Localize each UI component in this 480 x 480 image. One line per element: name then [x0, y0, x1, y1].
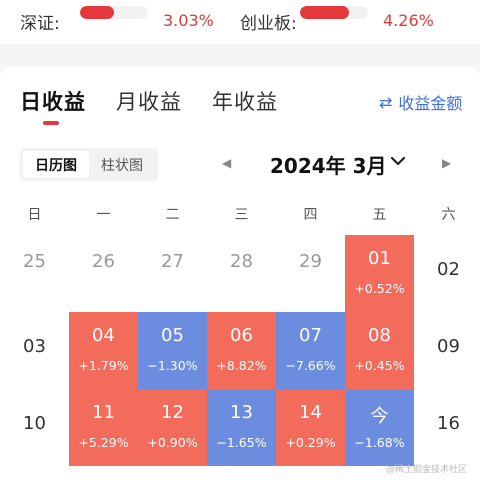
calendar-day-return: +0.29% [285, 435, 336, 450]
weekday-label: 五 [372, 207, 387, 223]
weekday-label: 日 [27, 207, 42, 223]
calendar-day-return: −1.68% [354, 435, 405, 450]
calendar-day-return: +0.90% [147, 435, 198, 450]
calendar-day-number: 14 [299, 402, 322, 423]
calendar-day-cell[interactable]: 02 [414, 235, 480, 312]
calendar-day-return: −1.30% [147, 358, 198, 373]
calendar-day-cell[interactable]: 27 [138, 235, 207, 312]
tab-monthly[interactable]: 月收益 [116, 90, 182, 114]
amount-toggle-label: 收益金额 [398, 94, 463, 113]
calendar-day-cell[interactable]: 06 +8.82% [207, 312, 276, 389]
calendar-day-return: +5.29% [78, 435, 129, 450]
calendar-day-number: 06 [230, 325, 253, 346]
calendar-day-cell[interactable]: 25 [0, 235, 69, 312]
calendar-day-number: 29 [299, 251, 322, 272]
calendar-day-cell[interactable]: 05 −1.30% [138, 312, 207, 389]
next-month-icon[interactable]: ▶ [442, 156, 452, 170]
calendar-day-return: −1.65% [216, 435, 267, 450]
watermark: @稀土掘金技术社区 [386, 465, 468, 475]
tab-daily[interactable]: 日收益 [20, 90, 86, 114]
index-progress-track [80, 6, 148, 19]
calendar-day-return: +1.79% [78, 358, 129, 373]
calendar-day-number: 26 [92, 251, 115, 272]
index-progress-fill [300, 6, 349, 19]
calendar-day-return: −7.66% [285, 358, 336, 373]
earnings-card: 日收益 月收益 年收益 ⇄ 收益金额 日历图 柱状图 ◀ 2024年 3月 ▶ … [0, 66, 480, 480]
index-value: 4.26% [383, 11, 434, 30]
calendar-day-cell[interactable]: 26 [69, 235, 138, 312]
amount-toggle-button[interactable]: ⇄ 收益金额 [379, 90, 462, 114]
swap-icon: ⇄ [379, 92, 393, 112]
chevron-down-icon[interactable] [389, 152, 407, 170]
index-label: 深证: [20, 13, 60, 34]
calendar-day-number: 11 [92, 402, 115, 423]
month-title[interactable]: 2024年 3月 [270, 154, 387, 178]
weekday-label: 六 [441, 207, 456, 223]
calendar-day-number: 10 [23, 413, 46, 434]
calendar-day-number: 04 [92, 325, 115, 346]
calendar-day-cell[interactable]: 14 +0.29% [276, 389, 345, 466]
index-value: 3.03% [163, 11, 214, 30]
calendar-day-cell[interactable]: 13 −1.65% [207, 389, 276, 466]
view-toggle: 日历图 柱状图 [20, 148, 158, 181]
weekday-label: 一 [96, 207, 111, 223]
calendar-day-number: 07 [299, 325, 322, 346]
calendar-day-number: 16 [437, 413, 460, 434]
weekday-label: 四 [303, 207, 318, 223]
weekday-label: 三 [234, 207, 249, 223]
index-shenzhen: 深证: [20, 9, 60, 34]
calendar-day-cell[interactable]: 01 +0.52% [345, 235, 414, 312]
calendar-day-cell[interactable]: 16 [414, 389, 480, 466]
calendar-day-number: 28 [230, 251, 253, 272]
calendar-day-cell[interactable]: 08 +0.45% [345, 312, 414, 389]
index-bar: 深证: 3.03% 创业板: 4.26% [0, 0, 480, 44]
calendar-day-number: 03 [23, 336, 46, 357]
calendar-day-number: 12 [161, 402, 184, 423]
calendar-day-number: 09 [437, 336, 460, 357]
index-chinext: 创业板: [240, 9, 297, 34]
calendar-day-cell[interactable]: 28 [207, 235, 276, 312]
calendar-day-cell[interactable]: 12 +0.90% [138, 389, 207, 466]
calendar-day-number: 01 [368, 248, 391, 269]
calendar-day-return: +0.45% [354, 358, 405, 373]
calendar-day-number: 05 [161, 325, 184, 346]
index-progress-track [300, 6, 368, 19]
calendar-day-number: 25 [23, 251, 46, 272]
index-label: 创业板: [240, 13, 297, 34]
calendar-day-cell[interactable]: 09 [414, 312, 480, 389]
prev-month-icon[interactable]: ◀ [222, 156, 232, 170]
calendar-day-cell[interactable]: 10 [0, 389, 69, 466]
calendar-day-number: 今 [370, 406, 389, 427]
calendar-day-cell[interactable]: 04 +1.79% [69, 312, 138, 389]
view-calendar-option[interactable]: 日历图 [23, 151, 89, 178]
calendar-day-cell[interactable]: 29 [276, 235, 345, 312]
calendar-day-number: 13 [230, 402, 253, 423]
calendar-day-return: +8.82% [216, 358, 267, 373]
view-bar-option[interactable]: 柱状图 [101, 157, 143, 174]
weekday-label: 二 [165, 207, 180, 223]
calendar-day-number: 08 [368, 325, 391, 346]
calendar-day-cell[interactable]: 11 +5.29% [69, 389, 138, 466]
calendar-day-return: +0.52% [354, 281, 405, 296]
calendar-day-number: 27 [161, 251, 184, 272]
tab-yearly[interactable]: 年收益 [212, 90, 278, 114]
calendar-day-cell[interactable]: 03 [0, 312, 69, 389]
active-tab-indicator [43, 121, 59, 125]
calendar-day-cell[interactable]: 今 −1.68% [345, 389, 414, 466]
index-progress-fill [80, 6, 114, 19]
calendar-day-number: 02 [437, 259, 460, 280]
calendar-day-cell[interactable]: 07 −7.66% [276, 312, 345, 389]
